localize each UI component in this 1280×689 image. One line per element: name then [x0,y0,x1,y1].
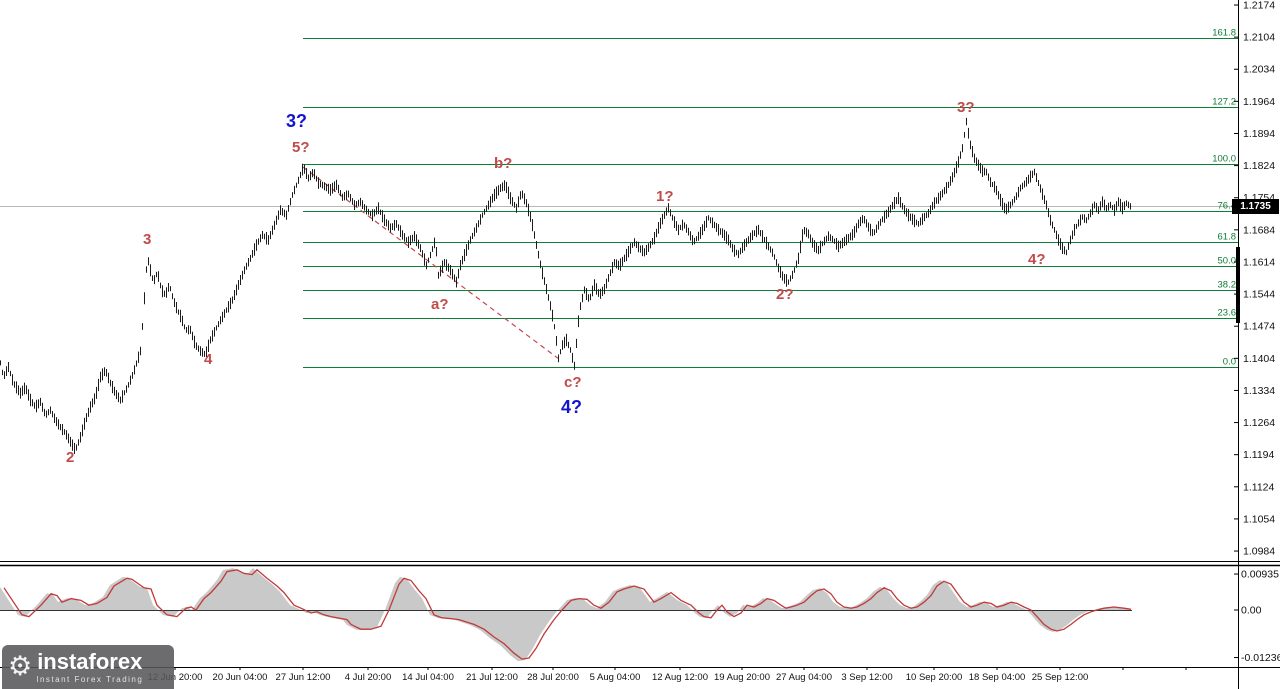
price-axis-label: 1.2174 [1243,0,1275,12]
price-axis-label: 1.2104 [1243,32,1275,44]
time-axis-label: 14 Jul 04:00 [402,672,454,683]
price-axis-label: 1.1334 [1243,385,1275,397]
brand-text: instaforex [37,648,143,674]
wave-label: 3 [143,231,152,248]
wave-label: b? [494,155,513,172]
price-axis-label: 1.1684 [1243,224,1275,236]
wave-label: 2? [776,286,794,303]
price-axis-label: 1.1824 [1243,160,1275,172]
time-axis-label: 3 Sep 12:00 [841,672,892,683]
oscillator-signal-line [3,568,1132,660]
price-axis-label: 1.1474 [1243,321,1275,333]
wave-label: c? [564,374,582,391]
pane-separator [0,561,1280,567]
price-bars [0,117,1131,454]
fib-label: 127.2 [1212,97,1236,108]
time-axis-label: 10 Sep 20:00 [906,672,963,683]
fib-label: 76.4 [1218,201,1237,212]
price-axis-label: 1.1894 [1243,128,1275,140]
price-axis-label: 1.1544 [1243,289,1275,301]
wave-label: 4? [561,397,583,417]
indicator-axis-label: 0.00 [1241,605,1262,617]
indicator-axis: 0.00935 0.00 -0.01236 [1234,569,1280,664]
axis-scroll-thumb [1236,247,1240,323]
fib-label: 23.6 [1218,308,1237,319]
time-axis-label: 12 Jun 20:00 [148,672,203,683]
price-axis-label: 1.0984 [1243,546,1275,558]
indicator-axis-label: -0.01236 [1241,652,1280,664]
time-axis-label: 12 Aug 12:00 [652,672,708,683]
instaforex-logo: ⚙ instaforex Instant Forex Trading [2,645,174,689]
price-axis-label: 1.1264 [1243,417,1275,429]
indicator-axis-label: 0.00935 [1241,569,1279,581]
oscillator-panel [0,568,1132,662]
fib-label: 161.8 [1212,28,1236,39]
gear-icon: ⚙ [8,650,33,681]
trendline-dashed [302,166,559,359]
wave-label: 3? [957,99,975,116]
wave-label: a? [431,296,449,313]
fib-label: 100.0 [1212,154,1236,165]
current-price-badge: 1.1735 [1232,199,1279,214]
time-axis-label: 27 Jun 12:00 [276,672,331,683]
time-axis-label: 5 Aug 04:00 [590,672,641,683]
time-axis-label: 21 Jul 12:00 [466,672,518,683]
price-axis-label: 1.1964 [1243,96,1275,108]
time-axis-label: 28 Jul 20:00 [527,672,579,683]
price-axis-label: 1.1194 [1243,449,1274,461]
time-axis: 12 Jun 20:00 20 Jun 04:00 27 Jun 12:00 4 Ju… [0,667,1280,683]
wave-label: 5? [292,139,310,156]
price-axis-label: 1.1054 [1243,513,1275,525]
price-axis: 1.21741.21041.20341.19641.18941.18241.17… [1234,0,1275,689]
fib-label: 50.0 [1218,256,1237,267]
time-axis-label: 25 Sep 12:00 [1032,672,1089,683]
fibonacci-levels: 161.8 127.2 100.0 76.4 61.8 50.0 38.2 23.6 0.0 [303,28,1238,368]
wave-label: 3? [286,111,308,131]
price-axis-label: 1.2034 [1243,64,1275,76]
wave-label: 2 [66,449,75,466]
time-axis-label: 27 Aug 04:00 [776,672,832,683]
price-axis-label: 1.1404 [1243,353,1275,365]
fib-label: 61.8 [1218,232,1237,243]
price-axis-label: 1.1614 [1243,256,1275,268]
time-axis-label: 19 Aug 20:00 [714,672,770,683]
wave-label: 1? [656,188,674,205]
fib-label: 38.2 [1218,280,1237,291]
fib-label: 0.0 [1223,357,1236,368]
price-axis-label: 1.1124 [1243,481,1274,493]
brand-tagline: Instant Forex Trading [36,674,144,684]
time-axis-label: 18 Sep 04:00 [969,672,1026,683]
wave-label: 4? [1028,251,1046,268]
wave-label: 4 [204,351,213,368]
time-axis-label: 4 Jul 20:00 [345,672,391,683]
time-axis-label: 20 Jun 04:00 [213,672,268,683]
